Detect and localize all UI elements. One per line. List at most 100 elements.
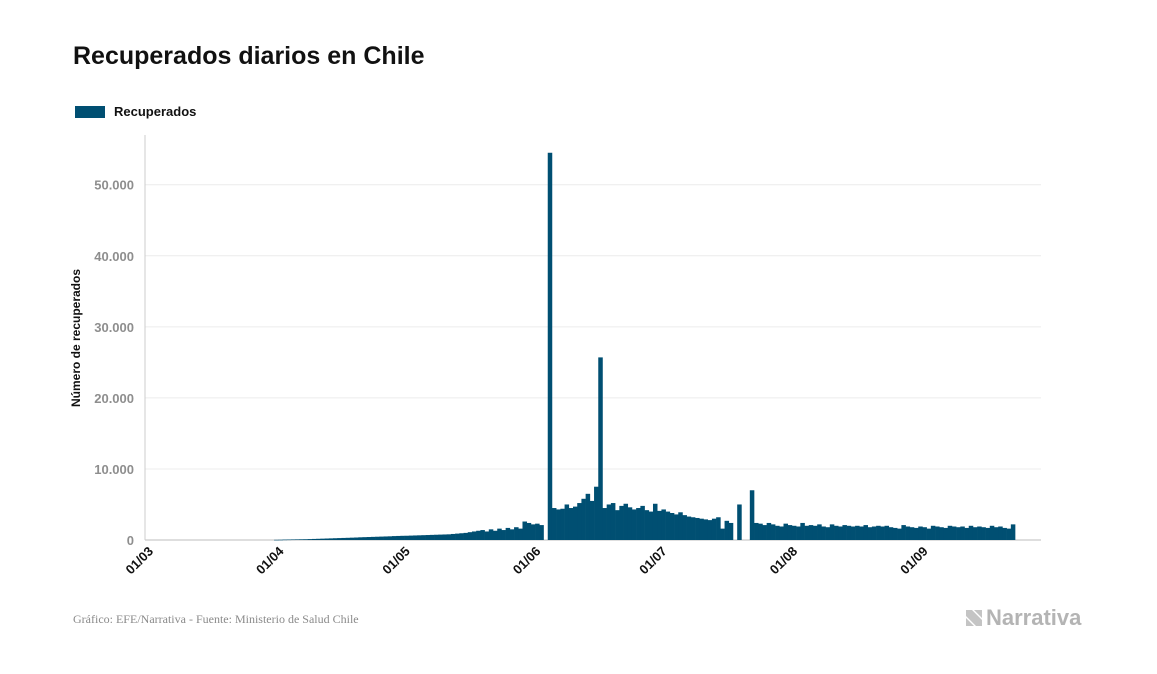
source-note: Gráfico: EFE/Narrativa - Fuente: Ministe… <box>73 612 359 626</box>
bar <box>846 525 852 540</box>
bar <box>501 530 506 540</box>
bar <box>476 530 481 540</box>
bar <box>800 522 805 540</box>
bar <box>535 523 540 540</box>
bar <box>610 503 616 540</box>
bar <box>968 525 974 540</box>
bar <box>657 510 662 540</box>
bar <box>274 539 279 541</box>
bar <box>391 536 397 540</box>
bar <box>998 526 1003 540</box>
bar <box>324 538 330 540</box>
bar <box>669 513 675 540</box>
bar <box>766 522 772 540</box>
bar <box>438 534 443 540</box>
bar <box>926 528 932 540</box>
bar <box>299 539 304 540</box>
bar <box>985 527 991 540</box>
bar <box>337 538 342 540</box>
bar <box>791 525 797 540</box>
bar <box>901 525 906 540</box>
bar <box>724 520 730 540</box>
bar <box>989 525 995 540</box>
gridlines <box>145 184 1041 541</box>
bar <box>1010 524 1016 540</box>
bar <box>909 527 915 540</box>
bar <box>442 534 447 540</box>
y-tick-label: 40.000 <box>94 249 134 264</box>
bar <box>640 505 645 540</box>
bar <box>589 500 595 540</box>
bar <box>316 538 321 540</box>
x-tick-label: 01/07 <box>636 544 670 578</box>
bar <box>286 539 292 541</box>
bar <box>817 524 822 540</box>
bar <box>396 535 401 540</box>
bar <box>850 526 856 540</box>
bar <box>636 508 641 540</box>
bar <box>914 527 919 540</box>
bar <box>370 536 376 540</box>
bar <box>345 537 351 540</box>
bar <box>964 527 970 540</box>
bar <box>619 505 624 540</box>
bar <box>695 517 700 540</box>
y-tick-label: 0 <box>127 533 134 548</box>
bar <box>623 503 629 540</box>
bar <box>939 527 944 540</box>
bar <box>783 523 789 540</box>
bar <box>480 530 485 540</box>
bar <box>943 527 948 540</box>
bar <box>834 525 839 540</box>
bar <box>690 517 696 540</box>
bar <box>564 504 570 540</box>
bar <box>484 531 490 540</box>
y-tick-label: 20.000 <box>94 391 134 406</box>
bar <box>897 528 902 540</box>
bar <box>796 526 801 540</box>
bar <box>471 531 477 540</box>
x-tick-label: 01/05 <box>379 544 413 578</box>
bar <box>855 525 860 540</box>
bar <box>526 522 532 540</box>
bar <box>282 539 288 541</box>
bar <box>518 528 523 540</box>
bar <box>888 527 894 540</box>
bar <box>871 526 877 540</box>
bar <box>779 526 784 540</box>
y-tick-label: 50.000 <box>94 178 134 193</box>
bar <box>905 526 911 540</box>
bar <box>560 508 565 540</box>
bar <box>434 534 439 540</box>
y-axis-ticks: 0 10.000 20.000 30.000 40.000 50.000 <box>94 178 134 548</box>
bar <box>450 533 456 540</box>
bar <box>1002 527 1007 540</box>
bar <box>366 537 372 540</box>
bar <box>758 523 763 540</box>
bar <box>737 504 742 540</box>
x-tick-label: 01/09 <box>897 544 931 578</box>
bar <box>295 539 300 540</box>
bar <box>602 508 607 540</box>
bar <box>699 518 704 540</box>
bar <box>728 522 734 540</box>
bar <box>467 532 473 540</box>
bar <box>812 525 818 540</box>
bar <box>497 528 502 540</box>
bar <box>556 509 561 540</box>
bar <box>842 525 847 540</box>
bar <box>720 528 725 540</box>
bar <box>922 527 927 540</box>
bar <box>375 536 380 540</box>
bar <box>1006 528 1012 540</box>
bar <box>884 525 890 540</box>
bar <box>652 503 658 540</box>
bar <box>408 535 414 540</box>
bar <box>703 519 709 540</box>
bar <box>977 526 982 540</box>
bar <box>686 516 692 540</box>
bar <box>349 537 355 540</box>
x-tick-label: 01/06 <box>510 544 544 578</box>
narrativa-logo: Narrativa <box>964 605 1081 631</box>
bar <box>880 526 885 540</box>
